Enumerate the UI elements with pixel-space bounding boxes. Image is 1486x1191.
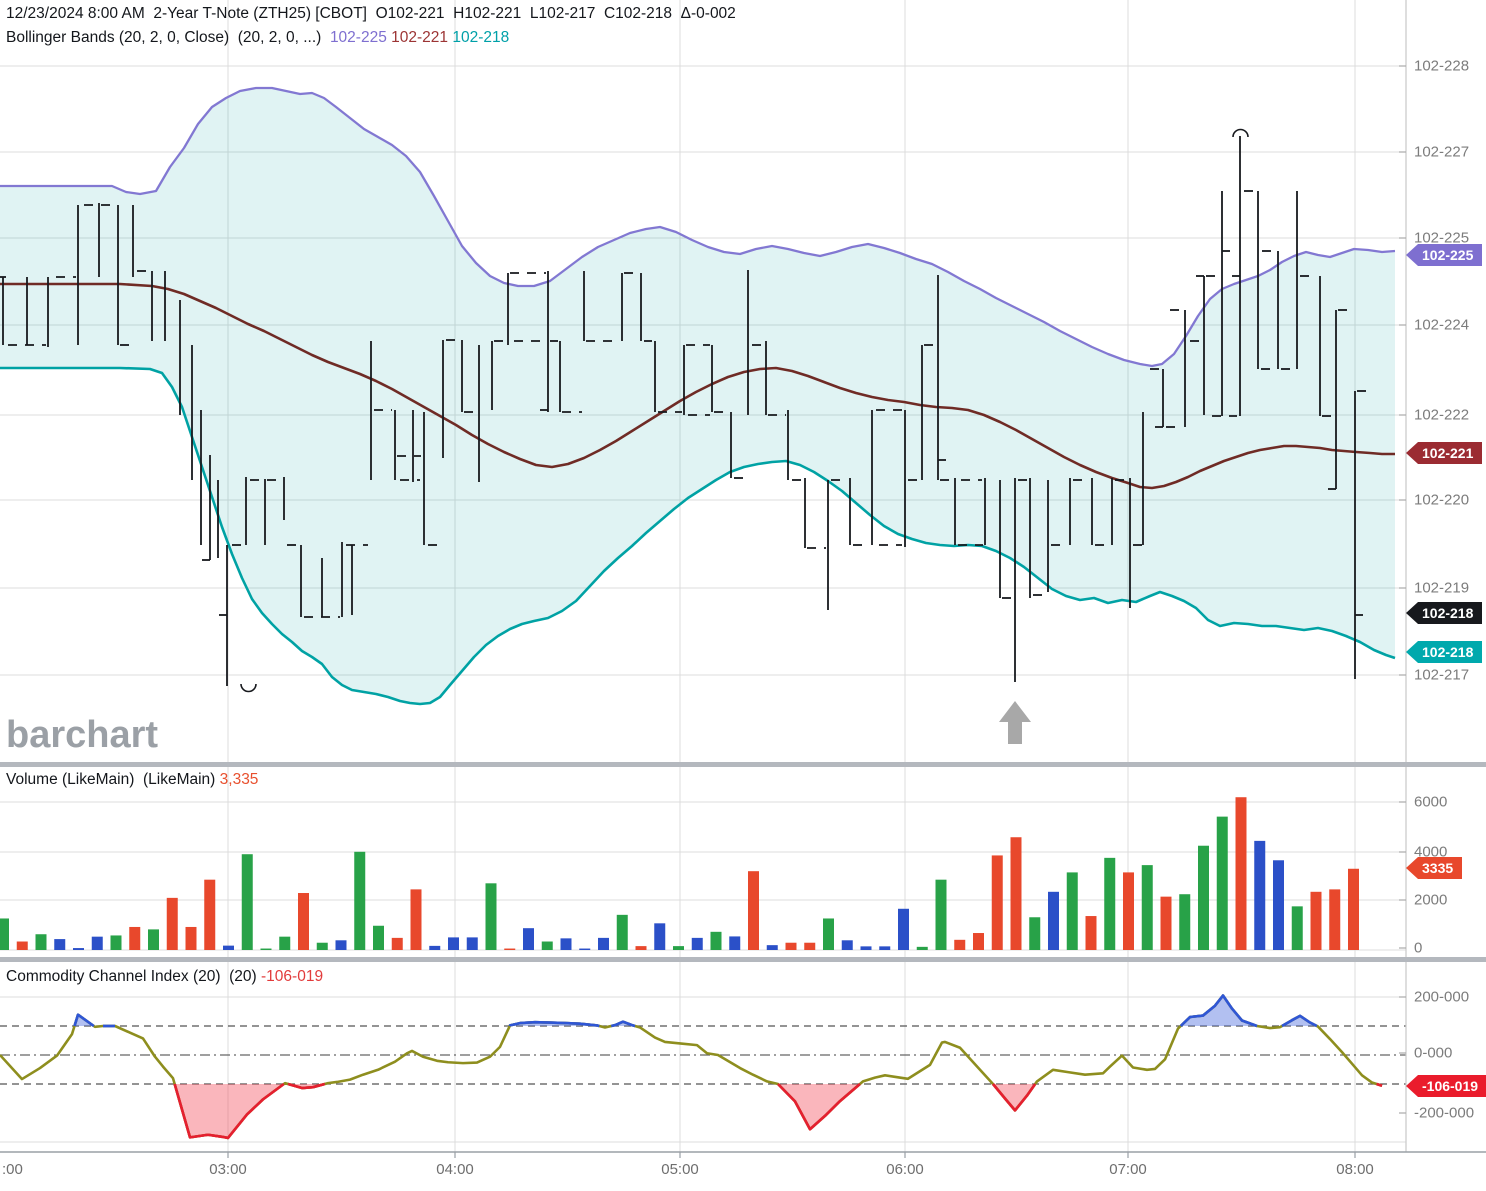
bollinger-bands (0, 86, 1396, 706)
cci-axis-label: -200-000 (1414, 1104, 1475, 1122)
last-price-badge: 102-218 (1406, 602, 1483, 624)
price-axis-label: 102-224 (1414, 316, 1470, 334)
price-axis-label: 102-227 (1414, 143, 1470, 161)
time-axis-label: 06:00 (886, 1161, 924, 1178)
volume-bars (0, 797, 1359, 950)
price-axis-label: 102-225 (1414, 229, 1470, 247)
cci-axis-label: 200-000 (1414, 988, 1470, 1006)
volume-axis-label: 4000 (1414, 843, 1448, 861)
cci-axis-label: 0-000 (1414, 1044, 1453, 1062)
price-axis-label: 102-220 (1414, 491, 1470, 509)
volume-axis-label: 2000 (1414, 891, 1448, 909)
price-axis-label: 102-228 (1414, 57, 1470, 75)
up-arrow-icon (999, 701, 1031, 744)
bollinger-upper-badge: 102-225 (1406, 244, 1483, 266)
volume-badge: 3335 (1406, 857, 1463, 879)
bollinger-upper-value: 102-225 (329, 29, 387, 46)
panel-separator-1[interactable] (0, 762, 1486, 767)
volume-axis-label: 6000 (1414, 793, 1448, 811)
time-axis-label: 08:00 (1336, 1161, 1374, 1178)
bollinger-lower-value: 102-218 (448, 29, 510, 46)
continuation-arc-icon (1232, 128, 1249, 138)
cci-label: Commodity Channel Index (20) (20) (6, 968, 262, 985)
indicator-legend-cci: Commodity Channel Index (20) (20) -106-0… (6, 967, 323, 987)
panel-separator-2[interactable] (0, 957, 1486, 962)
annotation (999, 701, 1031, 744)
chart-title-ohlc: 12/23/2024 8:00 AM 2-Year T-Note (ZTH25)… (6, 5, 736, 22)
cci-badge: -106-019 (1406, 1075, 1486, 1097)
gridlines (0, 0, 1406, 1152)
bollinger-middle-badge: 102-221 (1406, 442, 1483, 464)
continuation-arc-icon (240, 683, 257, 693)
price-axis-label: 102-222 (1414, 406, 1470, 424)
volume-label: Volume (LikeMain) (LikeMain) (6, 771, 220, 788)
time-axis-label: :00 (2, 1161, 23, 1178)
barchart-logo: barchart (6, 714, 159, 756)
time-axis-label: 04:00 (436, 1161, 474, 1178)
cci-value: -106-019 (261, 968, 324, 985)
time-axis-label: 07:00 (1109, 1161, 1147, 1178)
price-axis-label: 102-217 (1414, 666, 1470, 684)
volume-value: 3,335 (219, 771, 259, 788)
bollinger-middle-value: 102-221 (386, 29, 449, 46)
time-axis-label: 05:00 (661, 1161, 699, 1178)
time-axis-label: 03:00 (209, 1161, 247, 1178)
price-axis-label: 102-219 (1414, 579, 1470, 597)
volume-axis-label: 0 (1414, 939, 1423, 957)
cci-plot (0, 994, 1406, 1140)
indicator-legend-volume: Volume (LikeMain) (LikeMain) 3,335 (6, 770, 258, 790)
bollinger-lower-badge: 102-218 (1406, 641, 1483, 663)
indicator-legend-bollinger: Bollinger Bands (20, 2, 0, Close) (20, 2… (6, 28, 509, 48)
bollinger-label: Bollinger Bands (20, 2, 0, Close) (20, 2… (6, 29, 330, 46)
price-bars (0, 128, 1372, 693)
